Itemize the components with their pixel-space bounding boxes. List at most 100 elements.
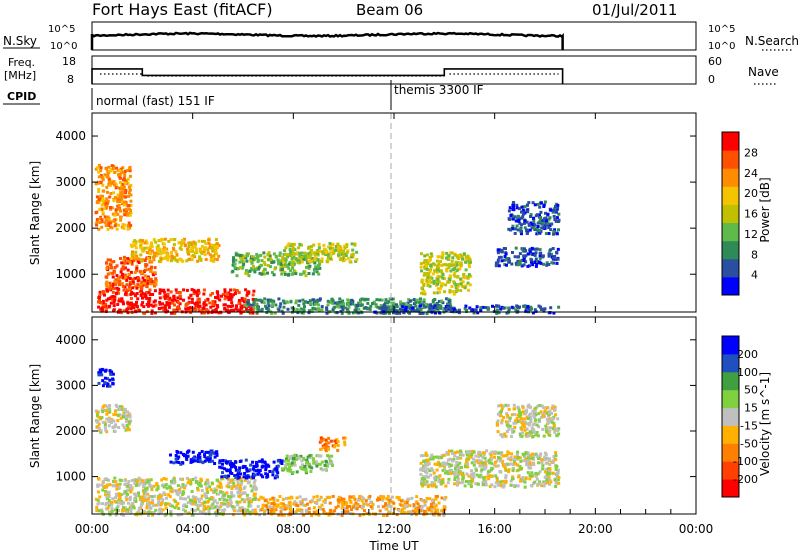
echo-cell — [258, 513, 261, 517]
echo-cell — [121, 265, 125, 269]
echo-cell — [345, 243, 349, 247]
echo-cell — [405, 501, 409, 505]
echo-cell — [548, 463, 552, 466]
echo-cell — [315, 464, 319, 468]
echo-cell — [480, 461, 484, 465]
echo-cell — [339, 498, 343, 502]
echo-cell — [520, 434, 524, 438]
echo-cell — [309, 470, 313, 473]
echo-cell — [286, 265, 290, 269]
echo-cell — [438, 462, 442, 466]
echo-cell — [331, 252, 335, 255]
echo-cell — [544, 211, 547, 215]
echo-cell — [235, 486, 239, 490]
echo-cell — [129, 301, 133, 305]
echo-cell — [104, 201, 108, 205]
echo-cell — [127, 412, 131, 416]
echo-cell — [497, 255, 501, 259]
echo-cell — [242, 300, 246, 303]
echo-cell — [297, 246, 301, 250]
echo-cell — [538, 219, 542, 223]
echo-cell — [555, 261, 559, 265]
echo-cell — [104, 477, 108, 481]
echo-cell — [243, 511, 246, 515]
echo-cell — [203, 500, 207, 504]
echo-cell — [246, 508, 250, 512]
echo-cell — [449, 472, 453, 475]
echo-cell — [96, 419, 100, 423]
echo-cell — [172, 238, 176, 242]
echo-cell — [483, 461, 487, 465]
echo-cell — [360, 505, 364, 509]
echo-cell — [111, 167, 115, 170]
echo-cell — [484, 480, 488, 483]
echo-cell — [495, 478, 499, 482]
colorbar-tick-label: 15 — [744, 402, 758, 415]
echo-cell — [298, 495, 302, 499]
echo-cell — [182, 298, 185, 302]
echo-cell — [103, 408, 107, 412]
echo-cell — [543, 200, 547, 204]
echo-cell — [172, 248, 176, 252]
echo-cell — [350, 508, 353, 512]
echo-cell — [516, 463, 520, 467]
echo-cell — [426, 459, 430, 463]
echo-cell — [447, 477, 451, 481]
echo-cell — [101, 384, 105, 388]
echo-cell — [236, 308, 240, 312]
echo-cell — [215, 501, 219, 505]
colorbar-tick-label: 50 — [744, 384, 758, 397]
echo-cell — [266, 253, 270, 257]
echo-cell — [272, 260, 276, 264]
echo-cell — [422, 273, 426, 277]
echo-cell — [101, 420, 105, 424]
echo-cell — [428, 275, 432, 279]
echo-cell — [490, 466, 494, 470]
echo-cell — [399, 309, 403, 313]
echo-cell — [312, 251, 316, 255]
echo-cell — [294, 301, 298, 305]
echo-cell — [469, 274, 473, 278]
echo-cell — [321, 507, 325, 511]
echo-cell — [263, 297, 267, 301]
echo-cell — [497, 304, 501, 308]
echo-cell — [187, 478, 191, 482]
echo-cell — [178, 307, 181, 311]
echo-cell — [426, 276, 430, 280]
echo-cell — [525, 231, 529, 235]
echo-cell — [287, 273, 290, 277]
echo-cell — [243, 499, 247, 503]
echo-cell — [438, 290, 442, 294]
echo-cell — [300, 255, 304, 259]
echo-cell — [94, 497, 98, 501]
echo-cell — [121, 509, 125, 513]
echo-cell — [273, 311, 277, 315]
echo-cell — [208, 246, 212, 250]
echo-cell — [435, 468, 439, 472]
echo-cell — [284, 257, 288, 260]
echo-cell — [251, 510, 255, 514]
echo-cell — [524, 260, 528, 264]
echo-cell — [544, 453, 548, 457]
echo-cell — [322, 247, 326, 251]
echo-cell — [542, 205, 546, 208]
echo-cell — [523, 226, 527, 230]
echo-cell — [174, 457, 178, 461]
echo-cell — [201, 502, 205, 505]
echo-cell — [125, 293, 129, 297]
echo-cell — [451, 289, 455, 293]
echo-cell — [330, 248, 334, 252]
echo-cell — [432, 309, 436, 313]
echo-cell — [548, 224, 552, 228]
echo-cell — [114, 413, 118, 417]
echo-cell — [509, 458, 513, 462]
echo-cell — [398, 311, 402, 315]
echo-cell — [414, 301, 418, 304]
echo-cell — [550, 222, 554, 226]
echo-cell — [536, 434, 540, 438]
echo-cell — [210, 292, 214, 295]
echo-cell — [197, 500, 201, 504]
echo-cell — [177, 455, 181, 459]
echo-cell — [530, 258, 534, 262]
echo-cell — [274, 303, 278, 307]
